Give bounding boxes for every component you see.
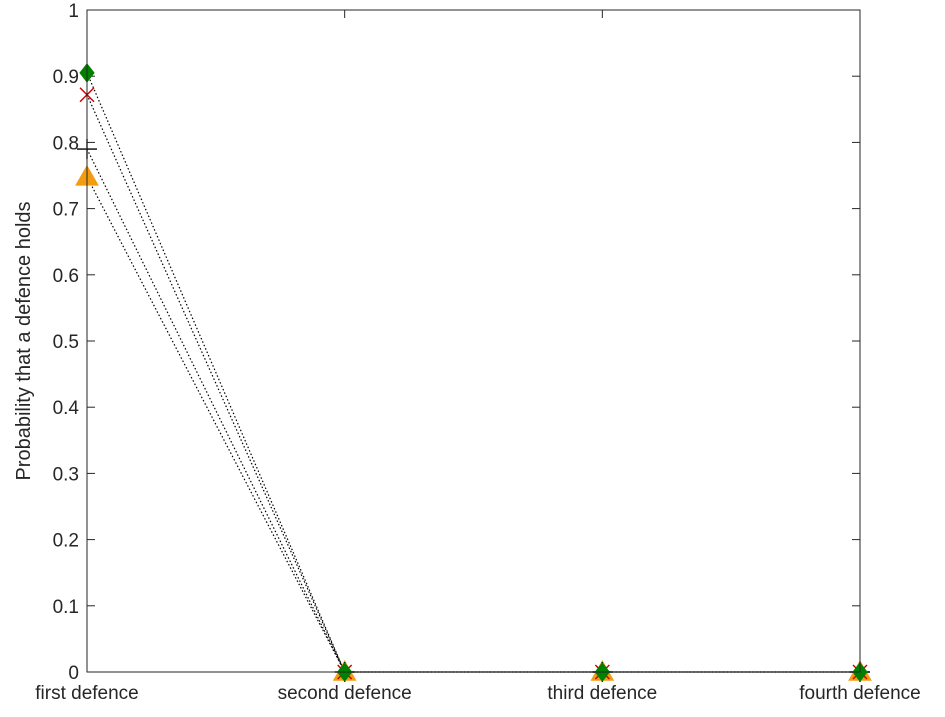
y-tick-label: 0 <box>68 663 79 684</box>
y-tick-label: 1 <box>68 1 79 22</box>
y-tick-label: 0.5 <box>53 332 79 353</box>
y-tick-label: 0.8 <box>53 133 79 154</box>
y-tick-label: 0.4 <box>53 398 80 419</box>
y-tick-label: 0.9 <box>53 67 79 88</box>
tick-labels: 0 0.1 0.2 0.3 0.4 0.5 0.6 0.7 0.8 0.9 1 first defen… <box>35 1 920 704</box>
plot-area <box>87 10 860 672</box>
x-tick-label: third defence <box>547 683 657 704</box>
y-tick-label: 0.1 <box>53 597 79 618</box>
y-tick-label: 0.6 <box>53 266 79 287</box>
x-tick-label: first defence <box>35 683 139 704</box>
y-tick-label: 0.3 <box>53 464 79 485</box>
x-tick-label: fourth defence <box>799 683 920 704</box>
y-tick-label: 0.7 <box>53 200 79 221</box>
axes-frame <box>86 9 861 673</box>
y-axis-label: Probability that a defence holds <box>13 201 35 480</box>
x-tick-label: second defence <box>278 683 412 704</box>
y-tick-label: 0.2 <box>53 531 79 552</box>
